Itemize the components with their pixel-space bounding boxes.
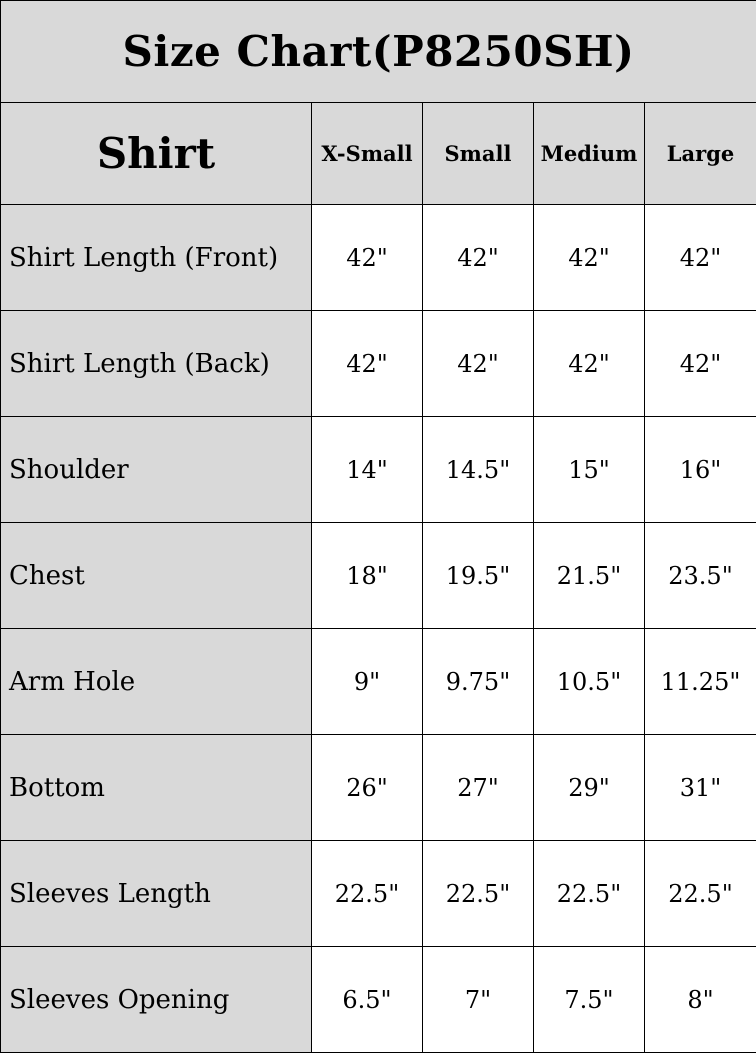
- table-row: Shirt Length (Front)42"42"42"42": [1, 205, 756, 311]
- size-header-large: Large: [645, 103, 756, 205]
- measurement-value: 11.25": [645, 629, 756, 735]
- measurement-label: Sleeves Length: [1, 841, 312, 947]
- measurement-value: 14": [312, 417, 423, 523]
- measurement-label: Arm Hole: [1, 629, 312, 735]
- measurement-value: 15": [534, 417, 645, 523]
- measurement-value: 18": [312, 523, 423, 629]
- measurement-value: 42": [423, 311, 534, 417]
- measurement-value: 27": [423, 735, 534, 841]
- size-header-medium: Medium: [534, 103, 645, 205]
- measurement-value: 9": [312, 629, 423, 735]
- measurement-value: 7": [423, 947, 534, 1053]
- measurement-value: 42": [534, 205, 645, 311]
- measurement-value: 42": [312, 311, 423, 417]
- measurement-value: 29": [534, 735, 645, 841]
- measurement-value: 7.5": [534, 947, 645, 1053]
- measurement-value: 42": [423, 205, 534, 311]
- chart-title: Size Chart(P8250SH): [1, 1, 756, 103]
- measurement-value: 42": [312, 205, 423, 311]
- measurement-value: 22.5": [534, 841, 645, 947]
- measurement-value: 42": [645, 205, 756, 311]
- measurement-value: 6.5": [312, 947, 423, 1053]
- size-header-x-small: X-Small: [312, 103, 423, 205]
- measurement-value: 31": [645, 735, 756, 841]
- measurement-label: Chest: [1, 523, 312, 629]
- measurement-label: Shoulder: [1, 417, 312, 523]
- measurement-value: 10.5": [534, 629, 645, 735]
- measurement-label: Shirt Length (Back): [1, 311, 312, 417]
- measurement-value: 26": [312, 735, 423, 841]
- measurement-value: 19.5": [423, 523, 534, 629]
- measurement-value: 21.5": [534, 523, 645, 629]
- measurement-value: 22.5": [312, 841, 423, 947]
- measurement-value: 9.75": [423, 629, 534, 735]
- size-header-small: Small: [423, 103, 534, 205]
- measurement-value: 22.5": [645, 841, 756, 947]
- measurement-value: 14.5": [423, 417, 534, 523]
- measurement-value: 23.5": [645, 523, 756, 629]
- measurement-value: 42": [645, 311, 756, 417]
- measurement-value: 42": [534, 311, 645, 417]
- measurement-value: 16": [645, 417, 756, 523]
- measurement-value: 8": [645, 947, 756, 1053]
- section-header: Shirt: [1, 103, 312, 205]
- measurement-label: Sleeves Opening: [1, 947, 312, 1053]
- measurement-value: 22.5": [423, 841, 534, 947]
- measurement-label: Bottom: [1, 735, 312, 841]
- measurement-label: Shirt Length (Front): [1, 205, 312, 311]
- table-row: Shirt Length (Back)42"42"42"42": [1, 311, 756, 417]
